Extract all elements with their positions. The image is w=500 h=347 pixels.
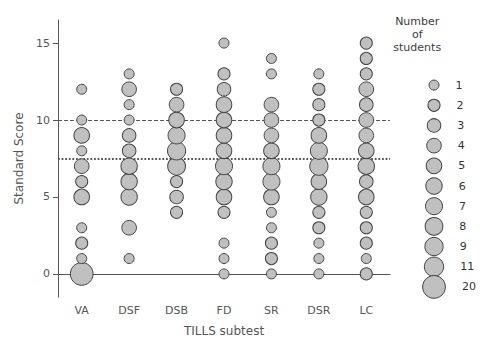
svg-text:LC: LC	[359, 304, 373, 317]
svg-text:VA: VA	[75, 304, 90, 317]
svg-text:Standard Score: Standard Score	[12, 112, 26, 204]
svg-text:DSB: DSB	[165, 304, 188, 317]
svg-text:0: 0	[43, 267, 50, 280]
svg-text:5: 5	[43, 190, 50, 203]
svg-text:5: 5	[458, 159, 465, 172]
svg-text:SR: SR	[264, 304, 279, 317]
svg-text:DSR: DSR	[307, 304, 330, 317]
svg-text:3: 3	[457, 119, 464, 132]
svg-text:11: 11	[460, 260, 474, 273]
svg-text:2: 2	[457, 99, 464, 112]
svg-text:FD: FD	[217, 304, 232, 317]
svg-text:students: students	[393, 41, 441, 54]
svg-text:20: 20	[462, 280, 476, 293]
svg-text:10: 10	[36, 114, 50, 127]
svg-text:1: 1	[456, 79, 463, 92]
svg-text:15: 15	[36, 37, 50, 50]
svg-text:7: 7	[459, 200, 466, 213]
svg-text:DSF: DSF	[118, 304, 140, 317]
svg-text:TILLS subtest: TILLS subtest	[183, 324, 264, 338]
svg-text:Number: Number	[395, 15, 440, 28]
svg-text:9: 9	[460, 240, 467, 253]
svg-text:of: of	[412, 28, 424, 41]
svg-text:8: 8	[459, 220, 466, 233]
svg-text:6: 6	[459, 180, 466, 193]
svg-text:4: 4	[458, 139, 465, 152]
